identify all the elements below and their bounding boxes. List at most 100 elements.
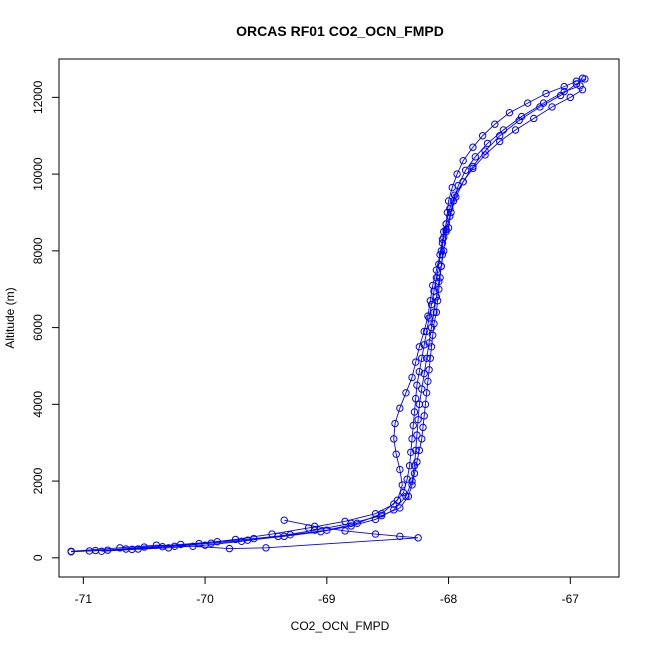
data-point <box>426 297 434 305</box>
data-point <box>459 178 467 186</box>
data-point <box>433 297 442 305</box>
data-point <box>231 535 240 544</box>
data-point <box>244 536 252 544</box>
data-point <box>412 394 420 403</box>
series-line <box>71 77 583 553</box>
x-tick-label: -67 <box>562 592 580 606</box>
data-point <box>427 323 436 332</box>
y-axis: 0 2000 4000 6000 8000 10000 12000 <box>31 80 60 561</box>
data-point <box>447 208 455 217</box>
data-point <box>392 450 400 458</box>
y-tick-label: 6000 <box>31 314 45 341</box>
data-point <box>399 488 408 497</box>
data-point <box>170 542 179 550</box>
data-point <box>430 308 438 316</box>
data-point <box>207 539 215 547</box>
data-point <box>415 343 424 351</box>
data-point <box>408 373 416 382</box>
series-line <box>101 78 586 552</box>
data-point <box>452 193 460 201</box>
data-point <box>396 532 404 541</box>
data-point <box>403 475 411 483</box>
data-point <box>262 544 270 552</box>
data-point <box>422 354 431 362</box>
data-point <box>469 164 477 173</box>
data-point <box>429 331 437 339</box>
data-point <box>420 327 428 336</box>
data-point <box>97 547 106 555</box>
data-point <box>371 509 380 518</box>
data-point <box>152 541 161 549</box>
y-tick-label: 12000 <box>31 80 45 114</box>
data-point <box>422 327 431 336</box>
data-point <box>420 341 428 349</box>
data-point <box>341 517 349 526</box>
x-tick-label: -71 <box>75 592 93 606</box>
data-point <box>391 419 399 428</box>
series-3 <box>85 86 587 555</box>
data-point <box>134 545 142 553</box>
data-point <box>422 389 431 397</box>
data-point <box>371 530 380 538</box>
y-tick-label: 2000 <box>31 467 45 494</box>
data-point <box>424 312 432 320</box>
data-point <box>437 262 445 270</box>
data-point <box>483 139 492 148</box>
data-point <box>419 423 427 432</box>
data-point <box>453 170 461 178</box>
data-point <box>459 156 467 165</box>
data-point <box>461 166 470 174</box>
data-point <box>496 137 504 146</box>
data-point <box>280 532 288 541</box>
data-point <box>425 314 433 322</box>
data-point <box>425 339 433 347</box>
data-point <box>341 527 349 535</box>
x-tick-label: -69 <box>318 592 336 606</box>
data-point <box>471 153 480 161</box>
x-tick-label: -68 <box>440 592 458 606</box>
data-point <box>420 369 428 378</box>
data-point <box>116 544 124 552</box>
data-point <box>415 368 424 376</box>
y-tick-label: 10000 <box>31 157 45 191</box>
data-point <box>442 227 450 236</box>
data-point <box>444 197 453 205</box>
data-point <box>310 522 319 531</box>
data-point <box>548 103 556 111</box>
data-point <box>536 103 544 111</box>
data-point <box>418 435 426 443</box>
data-point <box>446 204 454 213</box>
data-point <box>393 496 402 504</box>
data-point <box>414 415 422 424</box>
data-point <box>317 528 325 536</box>
data-point <box>560 87 568 96</box>
data-point <box>432 308 441 316</box>
data-point <box>280 516 288 524</box>
data-point <box>390 500 398 508</box>
data-point <box>566 93 574 102</box>
plot-area <box>67 74 589 556</box>
data-point <box>572 80 581 88</box>
data-point <box>440 247 448 255</box>
data-point <box>581 75 589 83</box>
data-point <box>481 147 489 155</box>
data-point <box>396 404 404 412</box>
data-point <box>524 99 532 107</box>
data-point <box>435 285 443 293</box>
data-point <box>444 224 453 232</box>
data-point <box>420 412 428 420</box>
data-point <box>511 126 520 134</box>
x-tick-label: -70 <box>196 592 214 606</box>
data-point <box>435 260 443 268</box>
data-point <box>390 435 398 443</box>
y-axis-label: Altitude (m) <box>3 287 17 348</box>
data-point <box>418 385 426 393</box>
data-point <box>418 354 426 362</box>
series-2 <box>67 82 584 556</box>
y-tick-label: 4000 <box>31 391 45 418</box>
data-point <box>432 293 441 301</box>
data-point <box>67 547 75 555</box>
data-point <box>505 109 514 117</box>
y-tick-label: 0 <box>31 554 45 561</box>
data-point <box>85 547 94 555</box>
